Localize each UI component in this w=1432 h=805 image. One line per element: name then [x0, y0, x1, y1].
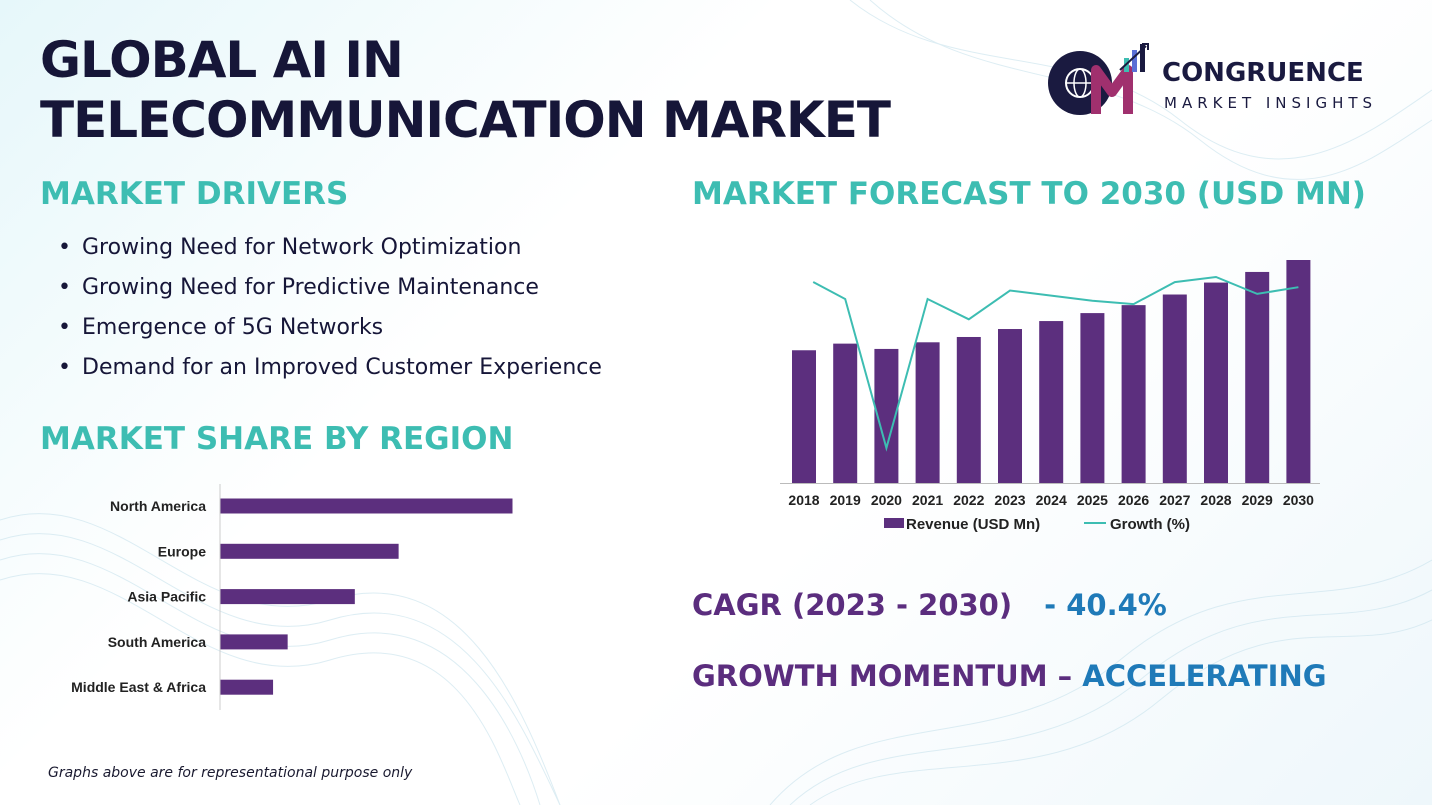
momentum-row: GROWTH MOMENTUM – ACCELERATING — [692, 659, 1327, 693]
forecast-heading: MARKET FORECAST TO 2030 (USD MN) — [692, 176, 1366, 212]
forecast-year-label: 2030 — [1283, 492, 1314, 508]
cagr-row: CAGR (2023 - 2030) - 40.4% — [692, 588, 1167, 622]
forecast-year-label: 2021 — [912, 492, 943, 508]
region-category-label: Asia Pacific — [127, 589, 206, 605]
region-category-label: Middle East & Africa — [71, 679, 206, 695]
forecast-year-label: 2026 — [1118, 492, 1149, 508]
forecast-bar — [833, 343, 858, 483]
legend-revenue-label: Revenue (USD Mn) — [906, 516, 1040, 533]
footnote: Graphs above are for representational pu… — [48, 765, 413, 781]
forecast-bar — [1245, 271, 1270, 483]
logo-name: CONGRUENCE — [1162, 58, 1364, 88]
forecast-bar — [915, 342, 940, 483]
driver-item: • Emergence of 5G Networks — [58, 315, 384, 340]
forecast-bar — [1204, 282, 1228, 483]
region-share-chart: North America Europe Asia Pacific South Ame… — [71, 484, 513, 710]
driver-item: • Growing Need for Predictive Maintenance — [58, 275, 539, 300]
region-heading: MARKET SHARE BY REGION — [40, 421, 514, 457]
region-bar — [220, 679, 274, 695]
momentum-label: GROWTH MOMENTUM – — [692, 659, 1073, 693]
forecast-year-label: 2023 — [994, 492, 1025, 508]
forecast-bar — [956, 336, 981, 483]
forecast-year-label: 2028 — [1200, 492, 1231, 508]
title-line-1: GLOBAL AI IN — [40, 31, 404, 89]
cagr-label: CAGR (2023 - 2030) — [692, 588, 1013, 622]
forecast-year-label: 2019 — [830, 492, 861, 508]
drivers-heading: MARKET DRIVERS — [40, 176, 349, 212]
forecast-year-label: 2025 — [1077, 492, 1108, 508]
region-category-label: North America — [110, 498, 206, 514]
forecast-bar — [1121, 305, 1146, 483]
forecast-bar — [1039, 321, 1064, 483]
forecast-year-label: 2018 — [788, 492, 819, 508]
forecast-year-label: 2022 — [953, 492, 984, 508]
region-category-label: South America — [108, 634, 206, 650]
forecast-bar — [1286, 260, 1311, 483]
legend-growth-label: Growth (%) — [1110, 516, 1190, 533]
drivers-list: • Growing Need for Network Optimization •… — [58, 228, 602, 388]
region-bar — [220, 498, 513, 514]
region-category-label: Europe — [158, 543, 206, 559]
driver-item: • Growing Need for Network Optimization — [58, 235, 522, 260]
forecast-year-label: 2024 — [1036, 492, 1067, 508]
forecast-year-label: 2020 — [871, 492, 902, 508]
forecast-bar — [1162, 294, 1187, 483]
momentum-value: ACCELERATING — [1072, 659, 1327, 693]
forecast-year-label: 2027 — [1159, 492, 1190, 508]
forecast-bar — [998, 329, 1022, 483]
logo-mark-icon — [1048, 43, 1149, 115]
forecast-year-label: 2029 — [1242, 492, 1273, 508]
forecast-bar — [1080, 313, 1105, 483]
company-logo: CONGRUENCE MARKET INSIGHTS — [1046, 40, 1396, 120]
cagr-value: - 40.4% — [1044, 588, 1167, 622]
region-bar — [220, 589, 355, 605]
region-bar — [220, 634, 288, 650]
title-line-2: TELECOMMUNICATION MARKET — [40, 91, 891, 149]
legend-revenue-swatch — [884, 518, 904, 528]
growth-line — [812, 275, 1299, 452]
logo-tagline: MARKET INSIGHTS — [1164, 94, 1378, 112]
forecast-chart: 2018 2019 2020 2021 2022 2023 2024 2025 2026 2027… — [780, 260, 1320, 533]
region-bar — [220, 543, 399, 559]
driver-item: • Demand for an Improved Customer Experie… — [58, 355, 602, 380]
forecast-bar — [792, 350, 816, 483]
page-title: GLOBAL AI IN TELECOMMUNICATION MARKET — [40, 30, 891, 150]
